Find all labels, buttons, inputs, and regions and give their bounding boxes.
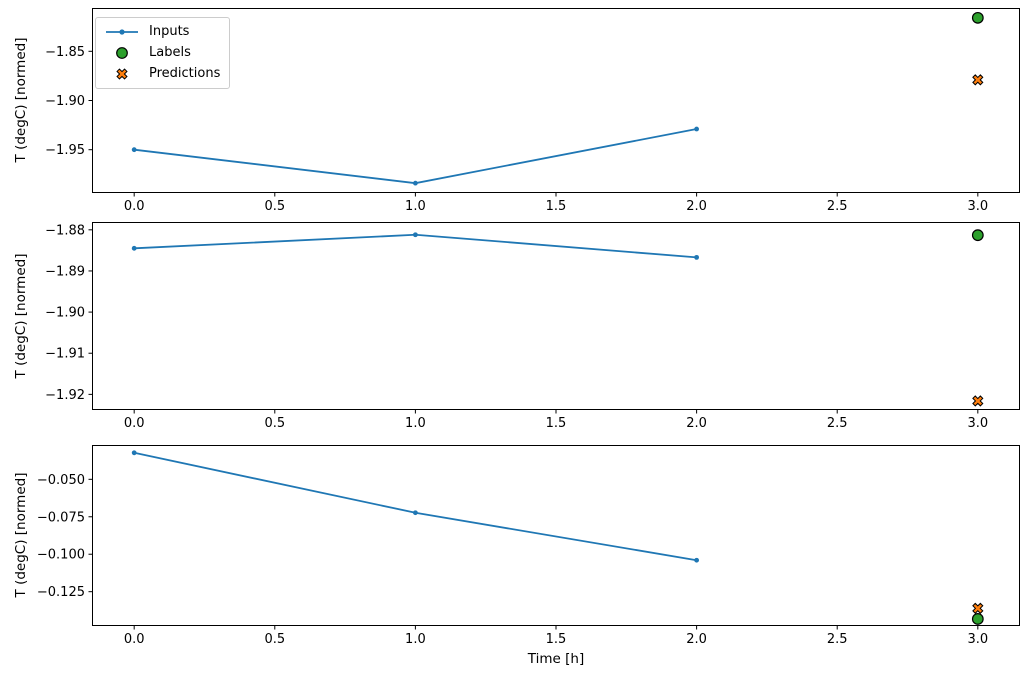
labels-circle-icon	[116, 47, 128, 59]
x-axis-label: Time [h]	[527, 651, 585, 667]
predictions-x-sample	[116, 68, 128, 80]
y-tick-label: −1.95	[45, 143, 85, 158]
subplot-1-axes-frame	[92, 8, 1020, 193]
legend-item-inputs: Inputs	[104, 23, 220, 41]
y-tick-label: −1.91	[45, 347, 85, 362]
labels-marker	[971, 613, 984, 625]
inputs-point	[694, 557, 700, 563]
inputs-dot-sample	[119, 29, 125, 35]
subplot-3-ylabel: T (degC) [normed]	[13, 472, 29, 598]
inputs-line-icon	[106, 29, 138, 35]
inputs-point	[412, 180, 418, 186]
y-tick-label: −1.90	[45, 94, 85, 109]
x-tick-label: 1.0	[405, 416, 426, 431]
y-tick-label: −1.89	[45, 264, 85, 279]
subplot-1-canvas: −1.85 −1.90 −1.95 0.0 0.5 1.0 1.5 2.0 2.5 3.0	[45, 8, 1020, 214]
subplot-1-ylabel: T (degC) [normed]	[13, 37, 29, 163]
x-tick-label: 2.5	[827, 199, 848, 214]
inputs-point	[694, 254, 700, 260]
subplot-2-axes-frame	[92, 222, 1020, 410]
x-tick-label: 2.5	[827, 632, 848, 647]
x-tick-label: 2.5	[827, 416, 848, 431]
subplot-3-axes-frame	[92, 445, 1020, 626]
y-tick-label: −0.125	[37, 585, 85, 600]
x-tick-label: 0.5	[264, 199, 285, 214]
legend-item-predictions: Predictions	[104, 65, 220, 83]
x-tick-label: 3.0	[967, 416, 988, 431]
x-tick-label: 0.0	[124, 199, 145, 214]
inputs-line	[134, 233, 697, 259]
inputs-point	[412, 510, 418, 516]
inputs-point	[131, 450, 137, 456]
x-tick-label: 1.0	[405, 632, 426, 647]
predictions-marker	[972, 395, 984, 407]
predictions-marker	[972, 74, 984, 86]
x-tick-label: 2.0	[686, 199, 707, 214]
predictions-marker	[972, 602, 984, 614]
inputs-line	[133, 451, 697, 562]
subplot-3-canvas: −0.050 −0.075 −0.100 −0.125 0.0 0.5 1.0 1.5 2.0 2…	[37, 445, 1020, 647]
y-tick-label: −1.90	[45, 306, 85, 321]
x-tick-label: 2.0	[686, 416, 707, 431]
predictions-x-icon	[116, 68, 128, 80]
subplot-2-ylabel: T (degC) [normed]	[13, 253, 29, 379]
x-tick-label: 0.0	[124, 416, 145, 431]
y-tick-label: −1.92	[45, 388, 85, 403]
legend: Inputs Labels Predictions	[95, 17, 231, 89]
inputs-point	[131, 147, 137, 153]
legend-label-labels: Labels	[149, 45, 191, 60]
y-tick-label: −0.050	[37, 473, 85, 488]
y-tick-label: −0.075	[37, 510, 85, 525]
subplot-2-canvas: −1.88 −1.89 −1.90 −1.91 −1.92 0.0 0.5 1.0 1.5 2.0…	[45, 222, 1020, 431]
x-tick-label: 1.5	[546, 632, 567, 647]
y-tick-label: −1.88	[45, 223, 85, 238]
labels-marker	[971, 11, 984, 24]
x-tick-label: 0.5	[264, 632, 285, 647]
x-tick-label: 3.0	[967, 199, 988, 214]
labels-marker	[971, 229, 984, 242]
legend-label-predictions: Predictions	[149, 66, 221, 81]
x-tick-label: 1.5	[546, 416, 567, 431]
inputs-point	[694, 126, 700, 132]
x-tick-label: 1.0	[405, 199, 426, 214]
x-tick-label: 1.5	[546, 199, 567, 214]
legend-label-inputs: Inputs	[149, 24, 190, 39]
x-tick-label: 0.0	[124, 632, 145, 647]
x-tick-label: 0.5	[264, 416, 285, 431]
labels-circle-sample	[116, 47, 128, 59]
y-tick-label: −0.100	[37, 548, 85, 563]
x-tick-label: 3.0	[967, 632, 988, 647]
inputs-point	[412, 232, 418, 238]
legend-item-labels: Labels	[104, 44, 220, 62]
inputs-line	[134, 128, 697, 185]
y-tick-label: −1.85	[45, 45, 85, 60]
inputs-point	[131, 245, 137, 251]
x-tick-label: 2.0	[686, 632, 707, 647]
